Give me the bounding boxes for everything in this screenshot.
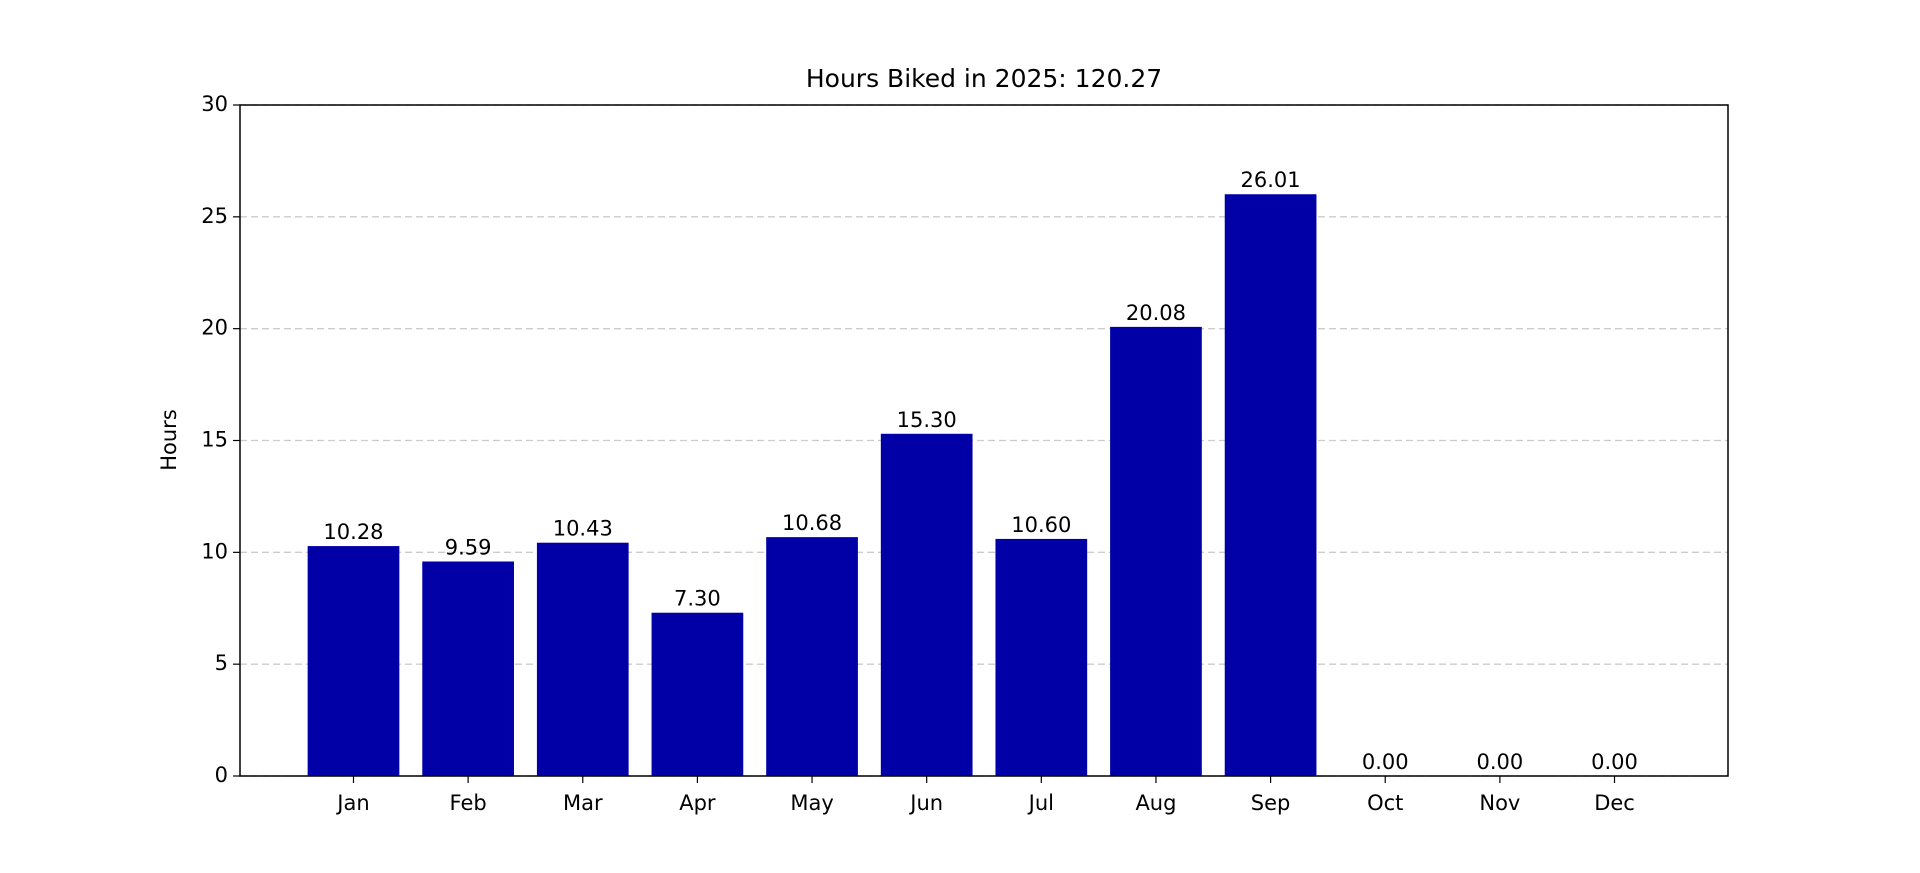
x-tick-label: Jun bbox=[908, 791, 943, 815]
x-tick-label: Apr bbox=[679, 791, 716, 815]
bar bbox=[995, 538, 1088, 776]
chart-title: Hours Biked in 2025: 120.27 bbox=[806, 64, 1162, 93]
value-label: 15.30 bbox=[897, 408, 957, 432]
value-label: 0.00 bbox=[1362, 750, 1409, 774]
x-tick-label: Sep bbox=[1251, 791, 1291, 815]
value-label: 10.60 bbox=[1011, 513, 1071, 537]
x-tick-label: Jul bbox=[1027, 791, 1054, 815]
x-tick-label: Oct bbox=[1367, 791, 1403, 815]
bar bbox=[1224, 194, 1317, 777]
y-tick-label: 5 bbox=[215, 651, 228, 675]
x-tick-label: May bbox=[790, 791, 833, 815]
bar bbox=[536, 542, 629, 776]
value-label: 9.59 bbox=[445, 536, 492, 560]
y-axis-label: Hours bbox=[157, 409, 181, 471]
value-label: 0.00 bbox=[1476, 750, 1523, 774]
x-tick-label: Dec bbox=[1594, 791, 1635, 815]
x-tick-label: Aug bbox=[1135, 791, 1176, 815]
y-tick-label: 0 bbox=[215, 763, 228, 787]
bar bbox=[880, 433, 973, 776]
y-tick-label: 10 bbox=[201, 539, 228, 563]
bar bbox=[422, 561, 514, 776]
bar bbox=[651, 612, 744, 776]
y-tick-label: 20 bbox=[201, 316, 228, 340]
plot-frame bbox=[239, 104, 1729, 777]
bar bbox=[307, 546, 400, 776]
value-label: 10.43 bbox=[553, 517, 613, 541]
x-tick-label: Jan bbox=[335, 791, 369, 815]
value-label: 20.08 bbox=[1126, 301, 1186, 325]
value-label: 26.01 bbox=[1241, 168, 1301, 192]
y-tick-label: 15 bbox=[201, 428, 228, 452]
x-tick-label: Feb bbox=[450, 791, 487, 815]
bar bbox=[766, 537, 858, 776]
x-tick-label: Mar bbox=[563, 791, 603, 815]
value-label: 7.30 bbox=[674, 587, 721, 611]
x-tick-label: Nov bbox=[1479, 791, 1520, 815]
value-label: 10.28 bbox=[323, 520, 383, 544]
bar bbox=[1110, 326, 1202, 776]
y-tick-label: 30 bbox=[201, 92, 228, 116]
value-label: 10.68 bbox=[782, 511, 842, 535]
value-label: 0.00 bbox=[1591, 750, 1638, 774]
y-tick-label: 25 bbox=[201, 204, 228, 228]
